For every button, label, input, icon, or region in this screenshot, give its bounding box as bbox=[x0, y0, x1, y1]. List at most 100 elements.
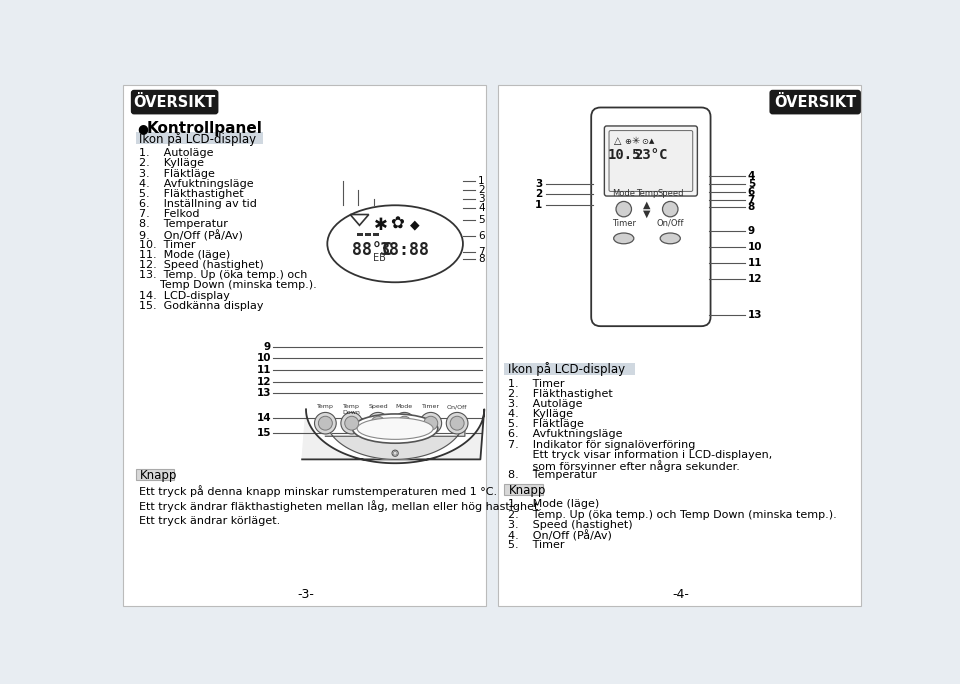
Text: 5.    Timer: 5. Timer bbox=[508, 540, 564, 550]
FancyBboxPatch shape bbox=[591, 107, 710, 326]
Text: 9.    On/Off (På/Av): 9. On/Off (På/Av) bbox=[138, 230, 243, 241]
FancyBboxPatch shape bbox=[135, 132, 263, 144]
Text: Knapp: Knapp bbox=[509, 484, 546, 497]
Circle shape bbox=[397, 417, 412, 430]
Text: 12: 12 bbox=[748, 274, 762, 284]
Text: -4-: -4- bbox=[673, 588, 689, 601]
Text: 6.    Inställning av tid: 6. Inställning av tid bbox=[138, 199, 256, 209]
FancyBboxPatch shape bbox=[372, 233, 379, 236]
Text: 5.    Fläkthastighet: 5. Fläkthastighet bbox=[138, 189, 243, 199]
Text: 3: 3 bbox=[478, 194, 485, 204]
Text: 1: 1 bbox=[535, 200, 542, 210]
Text: 3.    Autoläge: 3. Autoläge bbox=[508, 399, 582, 409]
Text: 3.    Fläktläge: 3. Fläktläge bbox=[138, 169, 214, 179]
Circle shape bbox=[616, 201, 632, 217]
Text: 2.    Temp. Up (öka temp.) och Temp Down (minska temp.).: 2. Temp. Up (öka temp.) och Temp Down (m… bbox=[508, 510, 836, 520]
Text: 9: 9 bbox=[748, 226, 755, 236]
Circle shape bbox=[450, 417, 464, 430]
Text: 1: 1 bbox=[478, 176, 485, 186]
Text: 9: 9 bbox=[264, 342, 271, 352]
Text: 7.    Indikator för signalöverföring: 7. Indikator för signalöverföring bbox=[508, 440, 695, 449]
Text: som försvinner efter några sekunder.: som försvinner efter några sekunder. bbox=[508, 460, 739, 472]
Text: 14.  LCD-display: 14. LCD-display bbox=[138, 291, 229, 300]
Circle shape bbox=[420, 412, 442, 434]
Text: 10.  Timer: 10. Timer bbox=[138, 240, 195, 250]
Circle shape bbox=[392, 450, 398, 456]
Circle shape bbox=[315, 412, 336, 434]
Text: ÖVERSIKT: ÖVERSIKT bbox=[774, 94, 856, 109]
Text: ⊕: ⊕ bbox=[624, 137, 631, 146]
Text: Down: Down bbox=[343, 410, 361, 415]
Text: Ikon på LCD-display: Ikon på LCD-display bbox=[508, 363, 625, 376]
Text: 15.  Godkänna display: 15. Godkänna display bbox=[138, 301, 263, 311]
Text: 7: 7 bbox=[748, 194, 756, 205]
Text: 3: 3 bbox=[535, 179, 542, 189]
FancyBboxPatch shape bbox=[504, 484, 543, 495]
Text: ✿: ✿ bbox=[391, 215, 404, 233]
Text: 4.    On/Off (På/Av): 4. On/Off (På/Av) bbox=[508, 530, 612, 541]
Text: Speed: Speed bbox=[369, 404, 388, 409]
Text: ✱: ✱ bbox=[374, 216, 388, 235]
FancyBboxPatch shape bbox=[131, 90, 219, 114]
Text: 6: 6 bbox=[478, 231, 485, 241]
Text: 13: 13 bbox=[748, 311, 762, 320]
Text: 38:88: 38:88 bbox=[380, 241, 430, 259]
Text: 13: 13 bbox=[256, 389, 271, 398]
Polygon shape bbox=[350, 215, 369, 225]
Text: -3-: -3- bbox=[298, 588, 315, 601]
FancyBboxPatch shape bbox=[123, 86, 486, 605]
Text: 10: 10 bbox=[256, 353, 271, 363]
Text: 4: 4 bbox=[748, 171, 756, 181]
Ellipse shape bbox=[357, 418, 433, 439]
Text: 6: 6 bbox=[748, 187, 755, 196]
Text: Temp: Temp bbox=[317, 404, 334, 409]
Text: 5.    Fläktläge: 5. Fläktläge bbox=[508, 419, 584, 429]
FancyBboxPatch shape bbox=[770, 90, 861, 114]
Text: 11: 11 bbox=[256, 365, 271, 375]
Text: 88°C: 88°C bbox=[352, 241, 392, 259]
Text: 4.    Kylläge: 4. Kylläge bbox=[508, 409, 572, 419]
Text: Ikon på LCD-display: Ikon på LCD-display bbox=[138, 132, 255, 146]
Text: 12.  Speed (hastighet): 12. Speed (hastighet) bbox=[138, 260, 263, 270]
Text: 6.    Avfuktningsläge: 6. Avfuktningsläge bbox=[508, 430, 622, 439]
FancyBboxPatch shape bbox=[609, 131, 693, 192]
Text: 4.    Avfuktningsläge: 4. Avfuktningsläge bbox=[138, 179, 253, 189]
Circle shape bbox=[341, 412, 363, 434]
Text: 13.  Temp. Up (öka temp.) och: 13. Temp. Up (öka temp.) och bbox=[138, 270, 307, 280]
Circle shape bbox=[446, 412, 468, 434]
Text: 15: 15 bbox=[256, 428, 271, 438]
Circle shape bbox=[423, 417, 438, 430]
Text: 4: 4 bbox=[478, 203, 485, 213]
Polygon shape bbox=[325, 417, 465, 460]
Text: 2: 2 bbox=[535, 189, 542, 199]
FancyBboxPatch shape bbox=[135, 469, 175, 480]
Text: 1.    Mode (läge): 1. Mode (läge) bbox=[508, 499, 599, 510]
Text: ◆: ◆ bbox=[411, 218, 420, 231]
Text: 10: 10 bbox=[748, 242, 762, 252]
Text: 7.    Felkod: 7. Felkod bbox=[138, 209, 199, 220]
Text: Timer: Timer bbox=[612, 219, 636, 228]
Ellipse shape bbox=[352, 414, 438, 443]
Text: ▼: ▼ bbox=[643, 209, 651, 219]
Text: Mode: Mode bbox=[396, 404, 413, 409]
Circle shape bbox=[372, 417, 385, 430]
Text: Ett tryck på denna knapp minskar rumstemperaturen med 1 °C.: Ett tryck på denna knapp minskar rumstem… bbox=[138, 485, 496, 497]
Circle shape bbox=[319, 417, 332, 430]
Text: 11.  Mode (läge): 11. Mode (läge) bbox=[138, 250, 229, 260]
Text: EB: EB bbox=[373, 253, 386, 263]
Text: Timer: Timer bbox=[421, 404, 440, 409]
Text: Mode: Mode bbox=[612, 189, 636, 198]
Text: 8: 8 bbox=[748, 202, 755, 213]
Text: On/Off: On/Off bbox=[657, 219, 684, 228]
Text: On/Off: On/Off bbox=[447, 404, 468, 409]
Text: 8.    Temperatur: 8. Temperatur bbox=[138, 220, 228, 229]
Text: 5: 5 bbox=[478, 215, 485, 225]
Text: 8.    Temperatur: 8. Temperatur bbox=[508, 470, 596, 480]
Text: 2.    Kylläge: 2. Kylläge bbox=[138, 159, 204, 168]
Ellipse shape bbox=[327, 205, 463, 282]
Text: 12: 12 bbox=[256, 377, 271, 386]
Text: ✳: ✳ bbox=[632, 136, 639, 146]
Text: 10.5: 10.5 bbox=[608, 148, 641, 162]
Ellipse shape bbox=[613, 233, 634, 244]
Text: Ett tryck ändrar fläkthastigheten mellan låg, mellan eller hög hastighet.: Ett tryck ändrar fläkthastigheten mellan… bbox=[138, 500, 541, 512]
